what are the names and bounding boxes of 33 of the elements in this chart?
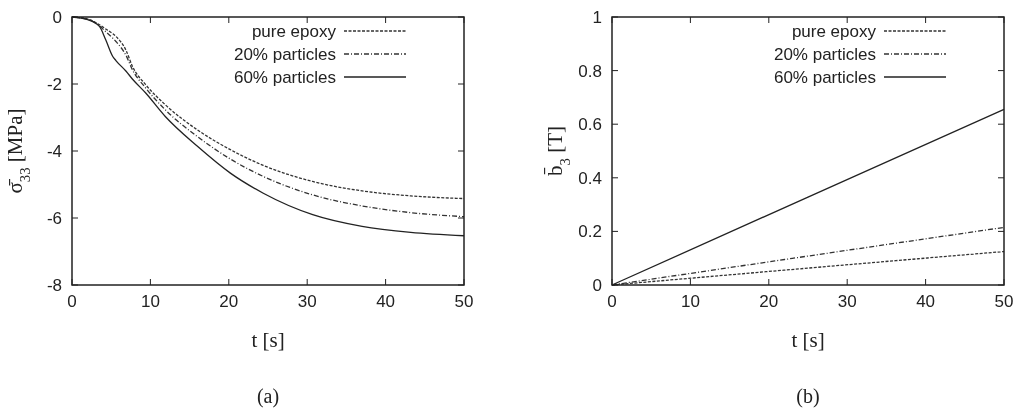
y-tick-label: -6 [46,209,62,228]
legend-label: pure epoxy [251,22,337,41]
legend-label: 60% particles [233,68,336,87]
x-tick-label: 40 [916,292,936,311]
x-tick-label: 10 [680,292,700,311]
y-tick-label: -4 [46,142,62,161]
y-tick-label: 0 [592,276,602,295]
legend-label: pure epoxy [791,22,877,41]
legend-label: 60% particles [773,68,876,87]
text: (a) [256,385,280,408]
y-tick-label: 1 [592,8,602,27]
x-tick-label: 30 [837,292,857,311]
y-tick-label: 0.8 [578,61,602,81]
x-tick-label: 0 [607,292,617,311]
x-tick-label: 40 [376,292,396,311]
x-tick-label: 50 [994,292,1014,311]
x-tick-label: 20 [759,292,779,311]
x-tick-label: 30 [297,292,317,311]
x-tick-label: 0 [67,292,77,311]
y-tick-label: 0.2 [578,222,602,242]
y-tick-label: 0.6 [578,115,602,135]
text: (b) [796,385,820,408]
x-tick-label: 10 [140,292,160,311]
x-axis-title: t [s] [251,328,285,352]
x-tick-label: 20 [219,292,239,311]
y-tick-label: -2 [46,75,62,94]
x-axis-title: t [s] [791,328,825,352]
y-tick-label: 0.4 [578,168,602,188]
x-tick-label: 50 [454,292,474,311]
legend-label: 20% particles [233,45,336,64]
legend-label: 20% particles [773,45,876,64]
y-tick-label: -8 [46,276,62,295]
y-tick-label: 0 [52,8,62,27]
